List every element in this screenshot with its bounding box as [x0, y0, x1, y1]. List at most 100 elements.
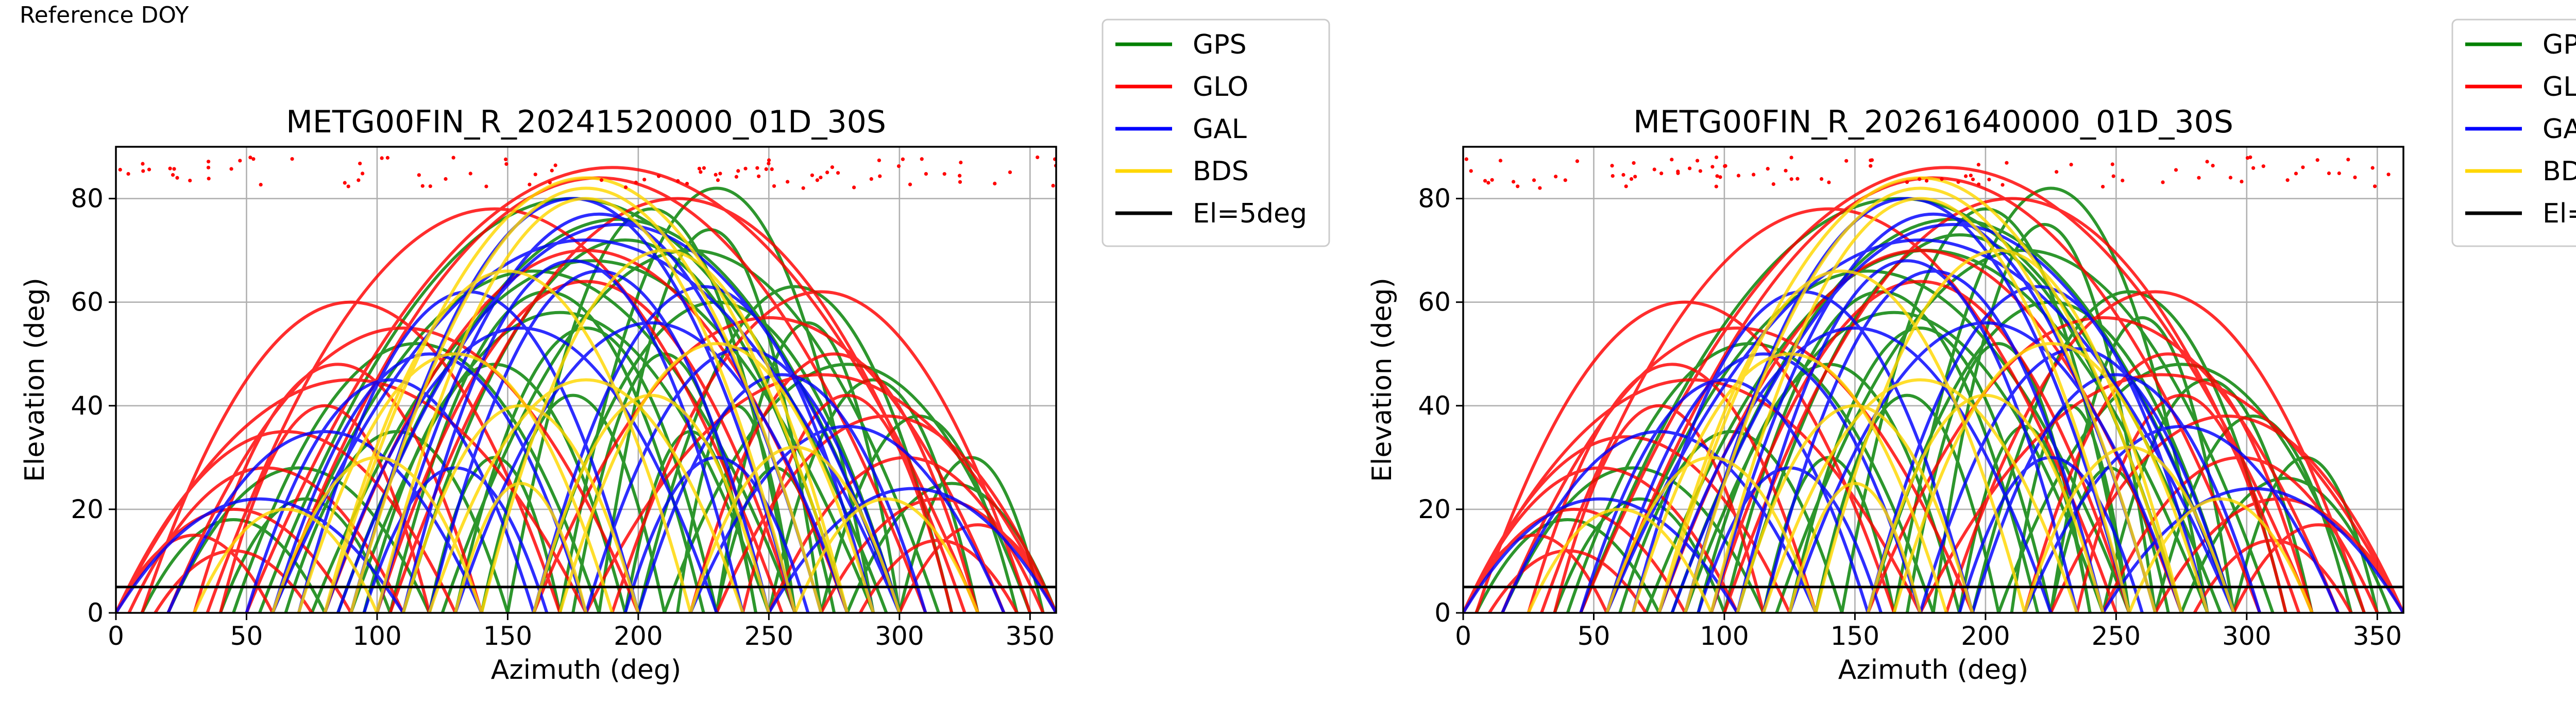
zenith-point: [1563, 178, 1567, 182]
zenith-point: [346, 184, 350, 188]
zenith-point: [924, 172, 928, 176]
zenith-point: [877, 158, 882, 162]
pass-arc: [454, 321, 849, 613]
pass-arc: [636, 285, 954, 613]
zenith-point: [2337, 171, 2341, 176]
legend-label: BDS: [1193, 156, 1249, 187]
y-tick-label: 40: [1418, 391, 1451, 421]
zenith-point: [207, 160, 211, 164]
x-tick-label: 250: [2092, 621, 2141, 651]
legend-label: GAL: [1193, 114, 1247, 145]
zenith-point: [1516, 184, 1520, 188]
zenith-point: [1870, 158, 1874, 162]
chart-title: METG00FIN_R_20241520000_01D_30S: [286, 104, 886, 140]
series-gal: [116, 197, 1056, 613]
pass-arc: [2102, 487, 2403, 613]
pass-arc: [401, 404, 640, 613]
pass-arc: [1527, 508, 1713, 613]
pass-arc: [663, 363, 1032, 613]
zenith-point: [1652, 167, 1656, 172]
pass-arc: [1736, 259, 2079, 613]
pass-arc: [2023, 425, 2340, 613]
zenith-point: [764, 167, 768, 172]
pass-arc: [558, 342, 875, 613]
y-tick-label: 80: [1418, 184, 1451, 214]
pass-arc: [1579, 378, 1870, 613]
pass-arc: [1866, 285, 2209, 613]
pass-arc: [1814, 249, 2183, 613]
pass-arc: [336, 223, 901, 613]
zenith-point: [1008, 170, 1012, 175]
zenith-point: [380, 156, 384, 160]
zenith-point: [1611, 174, 1615, 178]
pass-arc: [637, 373, 927, 613]
pass-arc: [1670, 223, 2235, 613]
zenith-point: [1918, 177, 1922, 181]
pass-arc: [767, 487, 1056, 613]
zenith-point: [2261, 164, 2265, 168]
x-tick-label: 300: [2222, 621, 2271, 651]
pass-arc: [1501, 326, 1974, 613]
pass-arc: [323, 176, 849, 613]
y-tick-label: 20: [71, 494, 104, 524]
zenith-point: [1469, 169, 1473, 173]
elevation-azimuth-chart-right: 0 50 100 150 200 250 300 350 0 20 40 60 80 METG00FIN_…: [1367, 19, 2576, 685]
pass-arc: [271, 352, 588, 613]
zenith-point: [1736, 174, 1741, 178]
pass-arc: [376, 197, 796, 613]
y-axis-label: Elevation (deg): [20, 278, 50, 482]
zenith-point: [2353, 175, 2357, 179]
zenith-point: [2228, 176, 2233, 180]
zenith-point: [1971, 177, 1975, 181]
pass-arc: [428, 269, 771, 613]
pass-arc: [2075, 393, 2287, 613]
zenith-point: [1784, 168, 1788, 173]
zenith-point: [451, 156, 455, 160]
zenith-point: [207, 177, 211, 181]
zenith-point: [468, 172, 472, 176]
pass-arc: [1540, 207, 2118, 613]
zenith-point: [634, 180, 638, 185]
pass-arc: [2010, 404, 2131, 613]
zenith-point: [1051, 183, 1055, 188]
zenith-point: [757, 174, 761, 178]
reference-doy-label: Reference DOY: [20, 2, 189, 28]
zenith-point: [1554, 175, 1558, 179]
zenith-point: [1844, 159, 1849, 163]
zenith-point: [2001, 183, 2005, 187]
pass-arc: [323, 327, 718, 613]
pass-arc: [2023, 445, 2235, 613]
zenith-point: [869, 177, 873, 181]
zenith-point: [702, 166, 706, 170]
pass-arc: [1657, 269, 2026, 613]
legend-label: El=5deg: [2543, 198, 2576, 229]
pass-arc: [1463, 497, 1739, 613]
zenith-point: [1624, 184, 1628, 188]
pass-arc: [1605, 456, 1818, 613]
pass-arc: [689, 425, 1006, 613]
zenith-point: [1629, 177, 1634, 181]
zenith-point: [767, 158, 771, 162]
pass-arc: [1553, 404, 1765, 613]
pass-arc: [532, 393, 771, 613]
zenith-point: [238, 159, 242, 163]
zenith-point: [1036, 155, 1040, 160]
pass-arc: [1919, 347, 2235, 613]
pass-arc: [206, 207, 784, 613]
zenith-point: [1676, 171, 1680, 175]
zenith-point: [656, 174, 661, 178]
pass-arc: [1501, 430, 1818, 613]
zenith-point: [2211, 164, 2215, 168]
zenith-point: [2301, 165, 2305, 169]
zenith-point: [2370, 166, 2375, 170]
zenith-point: [896, 164, 901, 168]
x-tick-label: 50: [230, 621, 263, 651]
zenith-point: [810, 173, 815, 177]
x-axis-label: Azimuth (deg): [1838, 655, 2028, 685]
zenith-point: [1924, 179, 1929, 183]
zenith-point: [676, 179, 680, 183]
axes-frame: [115, 146, 1057, 614]
pass-arc: [376, 280, 796, 613]
zenith-point: [1976, 163, 1980, 167]
zenith-point: [1633, 175, 1637, 179]
